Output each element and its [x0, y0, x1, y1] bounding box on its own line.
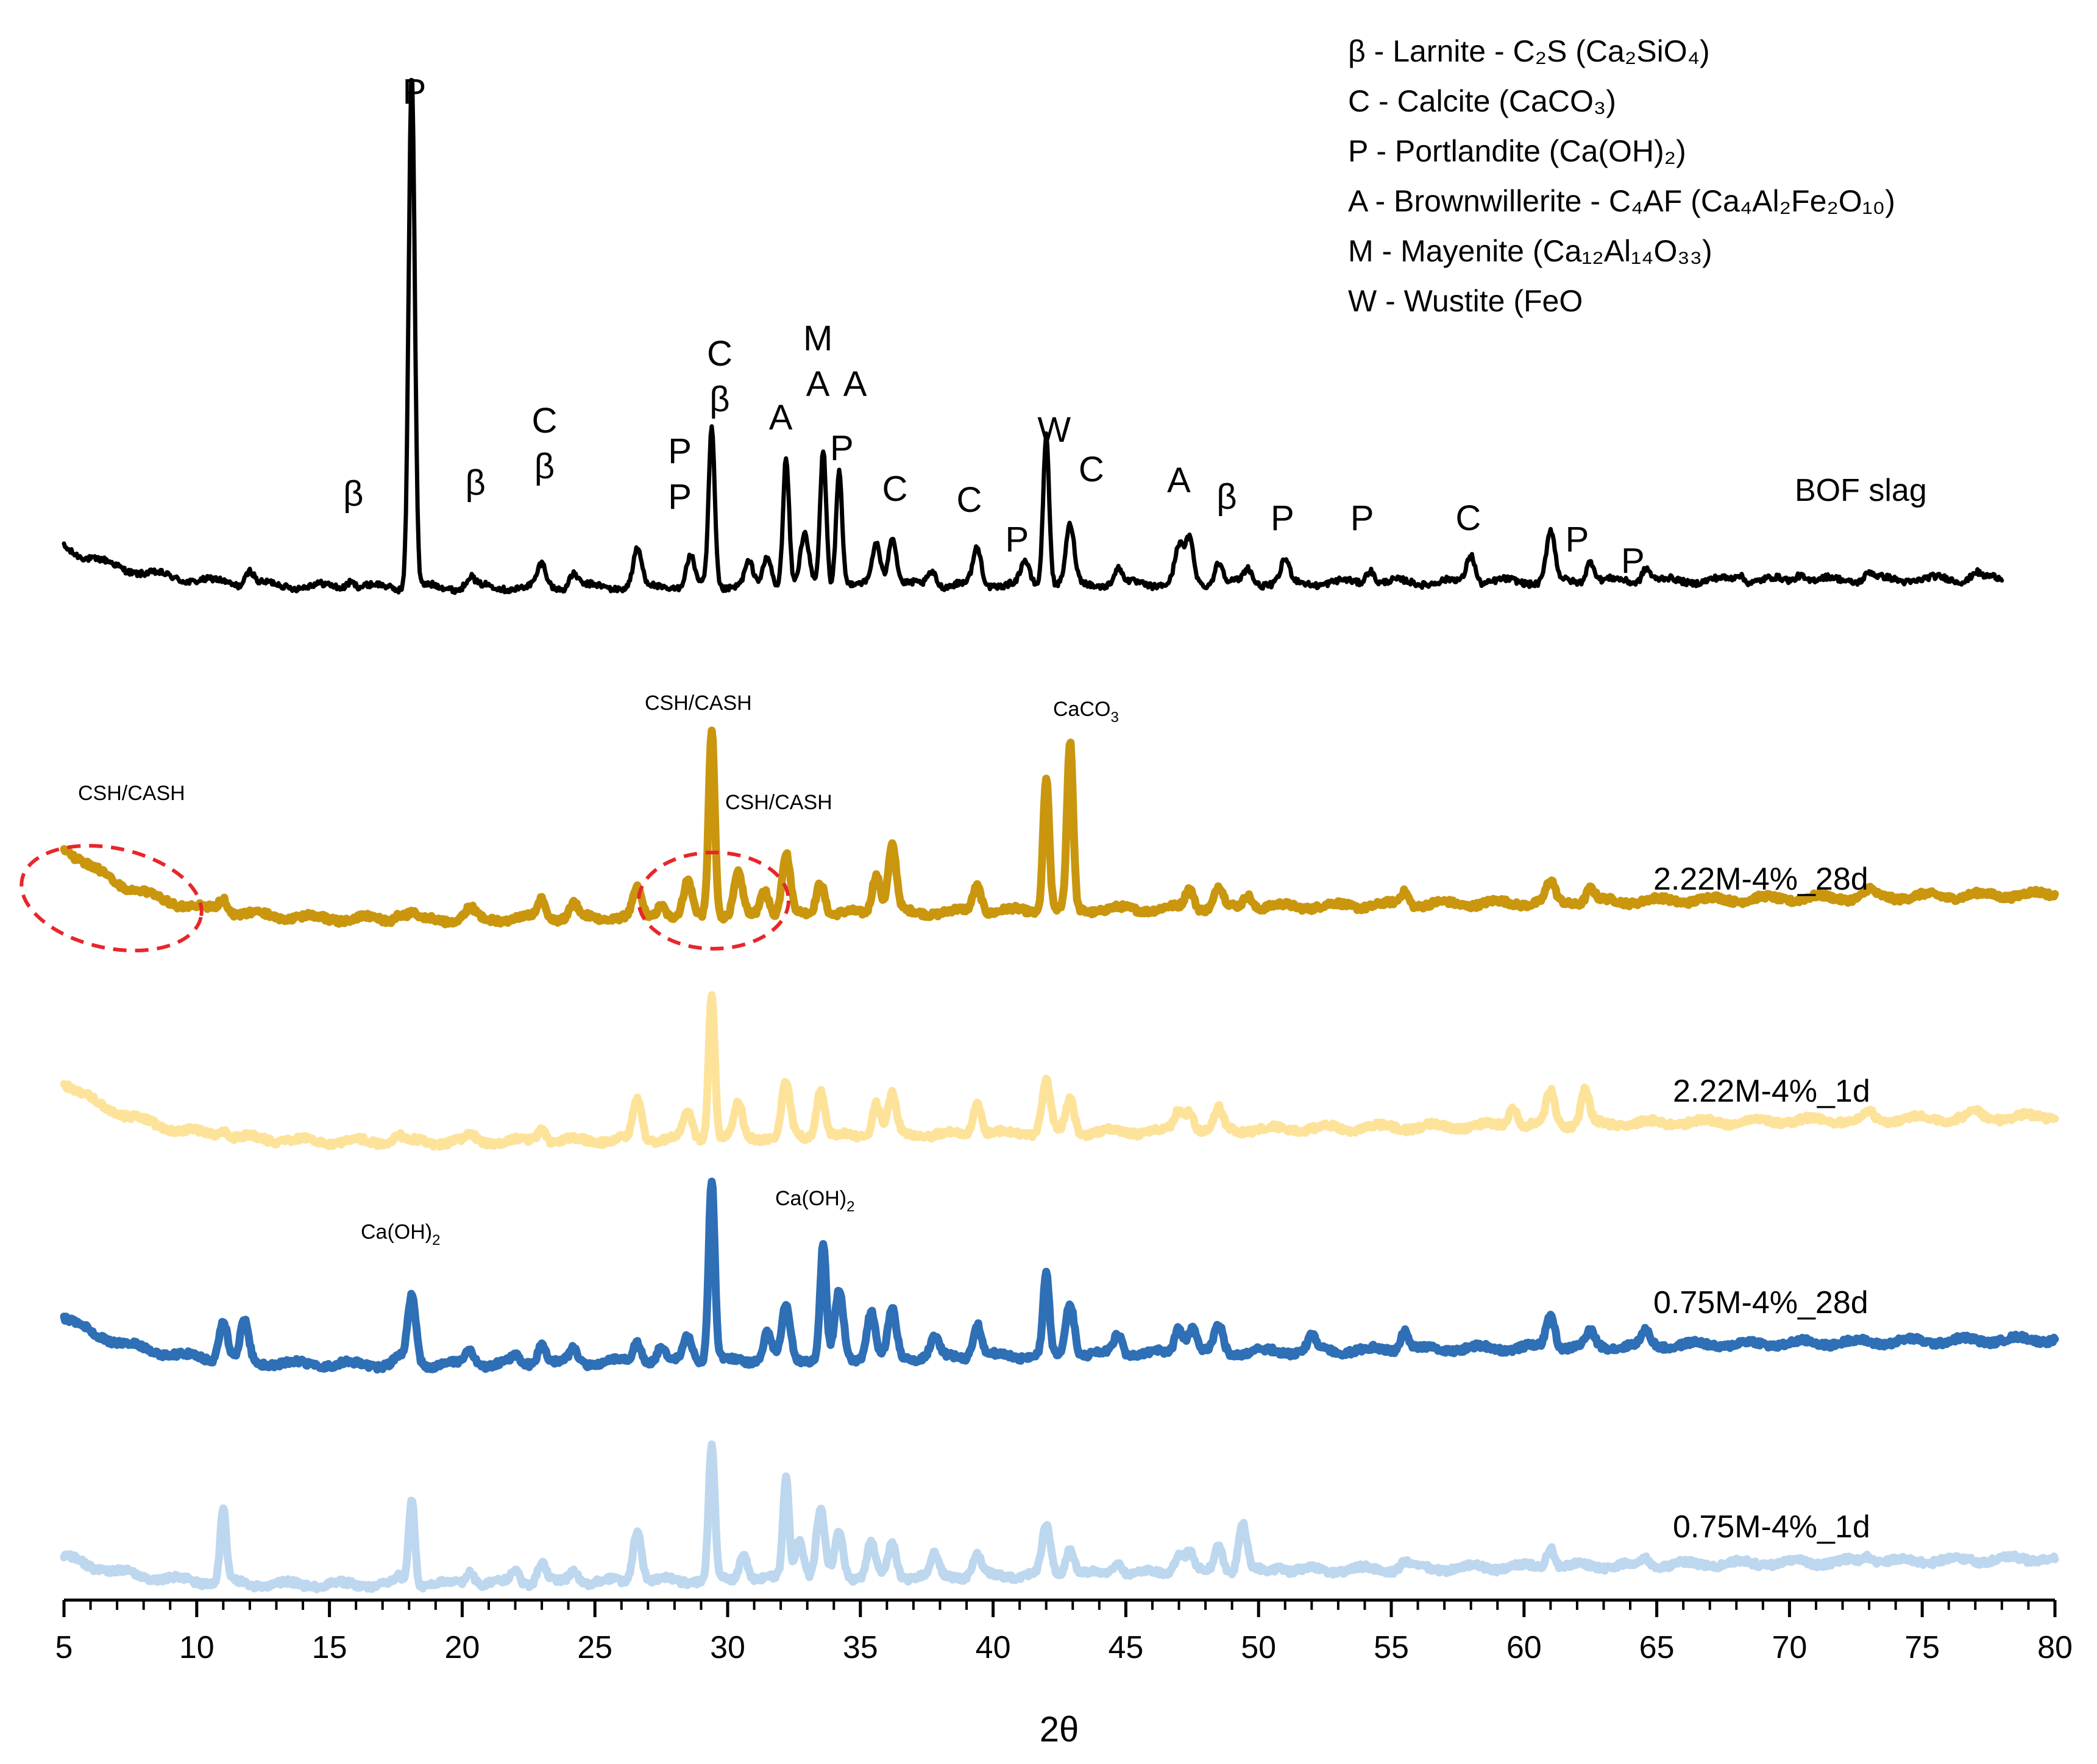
series-label-0.75m-1d: 0.75M-4%_1d [1673, 1509, 1870, 1545]
annotation-caco3: CaCO3 [1053, 698, 1119, 726]
phase-marker-13-0: W [1037, 410, 1071, 450]
x-tick-label-10: 10 [179, 1630, 215, 1665]
x-tick-label-15: 15 [312, 1630, 347, 1665]
phase-marker-5-1: β [709, 380, 729, 419]
x-tick-label-80: 80 [2037, 1630, 2073, 1665]
annotation-csh-cash-left: CSH/CASH [78, 782, 185, 805]
phase-marker-15-0: A [1167, 461, 1191, 500]
annotation-caoh2-right: Ca(OH)2 [775, 1187, 854, 1215]
phase-marker-4-0: P [668, 431, 692, 471]
highlight-ellipse-29deg [637, 851, 790, 951]
x-tick-label-55: 55 [1374, 1630, 1409, 1665]
x-tick-label-20: 20 [444, 1630, 480, 1665]
phase-marker-9-0: P [830, 428, 854, 468]
phase-marker-1-0: P [403, 72, 427, 112]
phase-marker-17-0: P [1271, 498, 1294, 538]
legend-entry-brownmillerite: A - Brownwillerite - C₄AF (Ca₄Al₂Fe₂O₁₀) [1348, 184, 1895, 218]
phase-marker-7-0: M [803, 319, 832, 358]
phase-marker-18-0: P [1350, 498, 1374, 538]
phase-marker-0-0: β [343, 474, 363, 514]
x-tick-label-30: 30 [710, 1630, 745, 1665]
annotation-csh-cash-right: CSH/CASH [725, 791, 832, 814]
phase-marker-4-1: P [668, 477, 692, 517]
series-label-bof-slag: BOF slag [1795, 473, 1927, 508]
phase-marker-20-0: P [1566, 520, 1589, 559]
x-tick-label-75: 75 [1904, 1630, 1940, 1665]
x-tick-label-65: 65 [1639, 1630, 1675, 1665]
phase-marker-5-0: C [707, 334, 733, 374]
phase-marker-7-1: A [806, 364, 830, 404]
highlight-ellipse-low-angle [20, 843, 204, 953]
legend-entry-calcite: C - Calcite (CaCO₃) [1348, 84, 1616, 118]
legend-entry-larnite: β - Larnite - C₂S (Ca₂SiO₄) [1348, 34, 1710, 68]
phase-marker-12-0: P [1005, 520, 1029, 559]
annotation-csh-cash-top: CSH/CASH [645, 692, 752, 715]
annotation-caoh2-left: Ca(OH)2 [361, 1220, 440, 1249]
series-label-2.22m-28d: 2.22M-4%_28d [1653, 862, 1868, 897]
trace-2-22m-4-1d [60, 991, 2059, 1151]
x-tick-label-60: 60 [1506, 1630, 1542, 1665]
x-tick-label-35: 35 [843, 1630, 878, 1665]
legend: β - Larnite - C₂S (Ca₂SiO₄) C - Calcite … [1348, 34, 1895, 318]
trace-2-22m-4-28d [60, 726, 2059, 929]
x-axis: 5 10 15 20 25 30 35 40 45 50 55 60 65 70 75 80 [55, 1598, 2073, 1665]
trace-bof-slag [62, 77, 2004, 595]
phase-marker-3-0: C [531, 401, 557, 441]
phase-marker-2-0: β [465, 463, 485, 503]
trace-0-75m-4-28d [60, 1177, 2059, 1374]
legend-entry-wustite: W - Wustite (FeO [1348, 284, 1583, 318]
phase-marker-14-0: C [1079, 450, 1104, 489]
phase-marker-6-0: A [769, 398, 793, 437]
trace-0-75m-4-1d [60, 1440, 2059, 1593]
phase-marker-16-0: β [1216, 477, 1237, 517]
traces [60, 77, 2059, 1593]
x-tick-label-5: 5 [55, 1630, 73, 1665]
series-label-0.75m-28d: 0.75M-4%_28d [1653, 1285, 1868, 1320]
phase-marker-11-0: C [956, 480, 982, 520]
legend-entry-mayenite: M - Mayenite (Ca₁₂Al₁₄O₃₃) [1348, 234, 1712, 268]
x-tick-label-70: 70 [1772, 1630, 1807, 1665]
series-label-2.22m-1d: 2.22M-4%_1d [1673, 1074, 1870, 1109]
phase-marker-3-1: β [534, 447, 555, 486]
phase-marker-10-0: C [882, 469, 907, 509]
x-tick-label-45: 45 [1108, 1630, 1143, 1665]
x-tick-label-40: 40 [976, 1630, 1011, 1665]
legend-entry-portlandite: P - Portlandite (Ca(OH)₂) [1348, 134, 1686, 168]
x-tick-label-50: 50 [1241, 1630, 1276, 1665]
phase-marker-21-0: P [1621, 541, 1645, 581]
phase-marker-8-0: A [843, 364, 867, 404]
phase-marker-19-0: C [1455, 498, 1481, 538]
x-axis-title: 2θ [1040, 1710, 1079, 1749]
x-tick-label-25: 25 [577, 1630, 612, 1665]
